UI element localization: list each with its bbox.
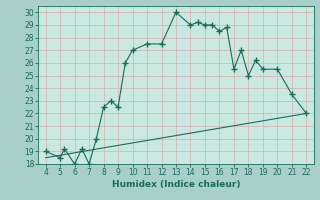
X-axis label: Humidex (Indice chaleur): Humidex (Indice chaleur) (112, 180, 240, 189)
